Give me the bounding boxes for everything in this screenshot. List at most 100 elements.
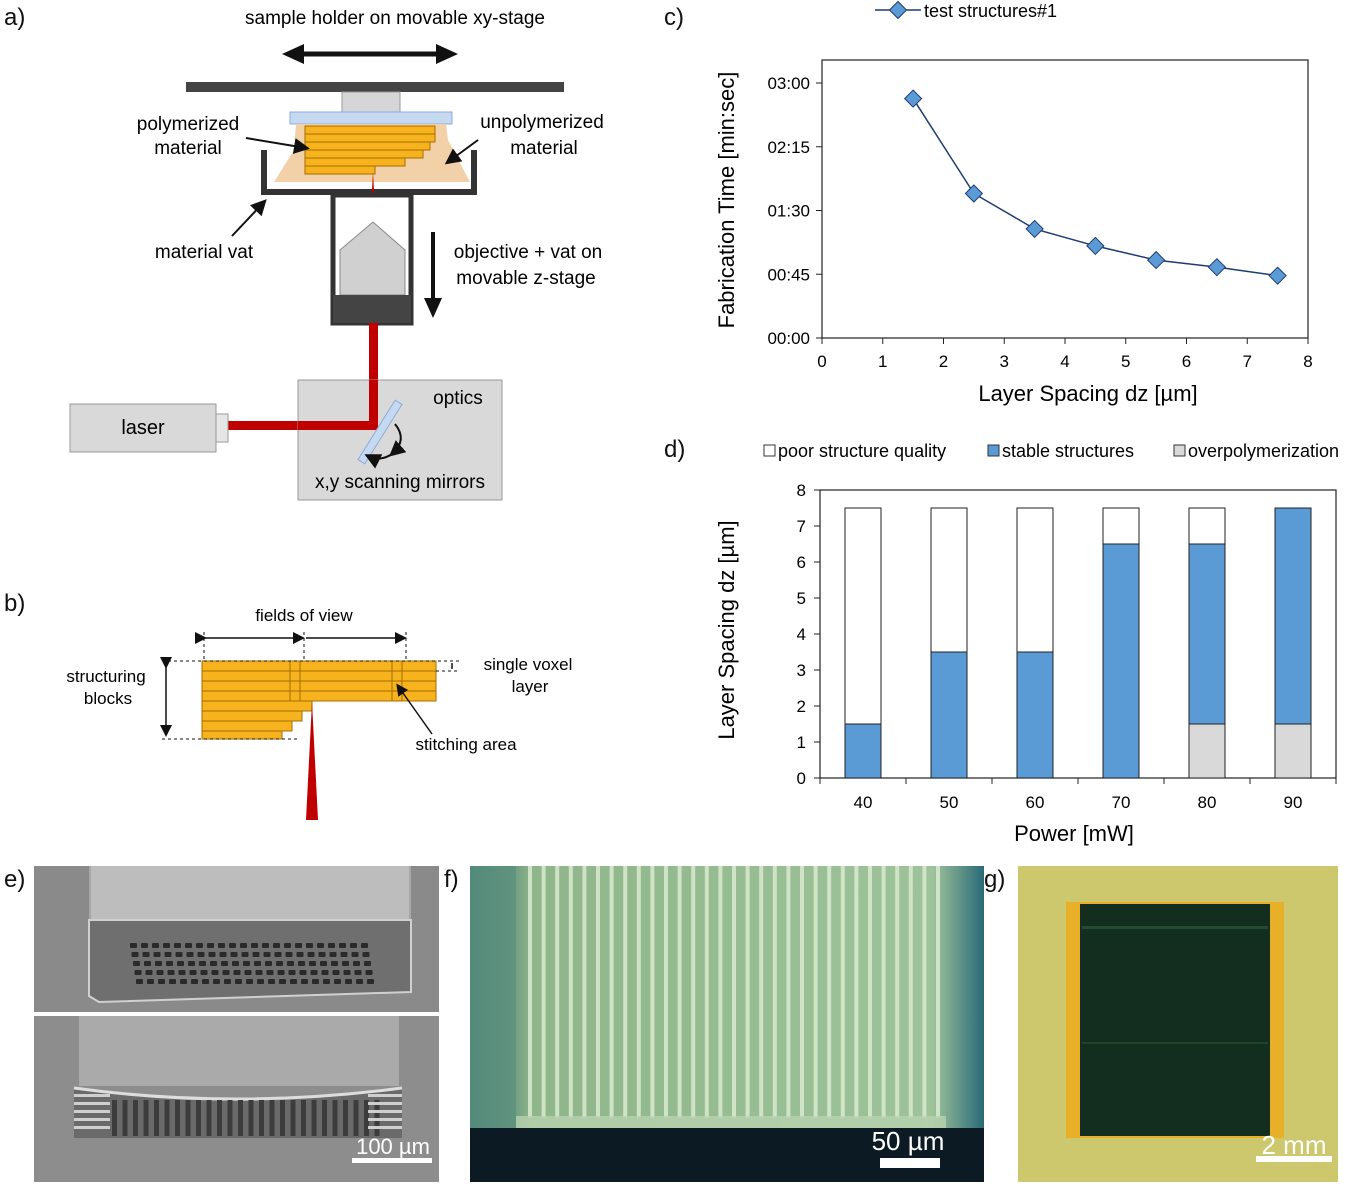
chart-d-ytick-label: 4 xyxy=(797,625,806,644)
chart-c-point xyxy=(1207,257,1227,277)
chart-c-point xyxy=(964,184,984,203)
voxel-label-1: single voxel xyxy=(484,655,573,674)
chart-d-xtick-label: 50 xyxy=(940,793,959,812)
panel-d-label: d) xyxy=(664,436,686,463)
chart-c-xtick-label: 7 xyxy=(1243,352,1252,371)
chart-d-legend: poor structure quality stable structures… xyxy=(763,441,1339,461)
scanning-mirror xyxy=(357,399,403,465)
chart-d-bar-segment xyxy=(844,507,882,725)
chart-d-bar-segment xyxy=(1016,651,1054,779)
unpolymerized-label-2: material xyxy=(510,138,578,159)
panel-f-label: f) xyxy=(444,866,459,893)
voxel-label-2: layer xyxy=(512,677,549,696)
chart-c-xtick-label: 1 xyxy=(878,352,887,371)
micrograph-scalebar-label: 50 µm xyxy=(872,1126,945,1156)
chart-d-bar-segment xyxy=(1274,507,1312,725)
chart-c-xlabel: Layer Spacing dz [µm] xyxy=(978,381,1197,406)
chart-d-bar-segment xyxy=(1188,723,1226,779)
vat-label: material vat xyxy=(155,242,254,263)
mirrors-label: x,y scanning mirrors xyxy=(315,472,485,493)
chart-c-legend: test structures#1 xyxy=(875,0,1057,21)
chart-c-ytick-label: 00:45 xyxy=(767,265,810,284)
optics-label: optics xyxy=(433,388,483,409)
chart-d-bar-segment xyxy=(1102,543,1140,779)
chart-c-point xyxy=(1086,236,1105,256)
unpolymerized-label-1: unpolymerized xyxy=(480,112,604,133)
chart-d-bar-segment xyxy=(1016,507,1054,653)
photo-scalebar-label: 2 mm xyxy=(1262,1130,1327,1160)
power-spacing-chart: poor structure quality stable structures… xyxy=(714,441,1339,846)
chart-d-bar-segment xyxy=(844,723,882,779)
chart-c-xtick-label: 5 xyxy=(1121,352,1130,371)
chart-d-bar-segment xyxy=(930,651,968,779)
chart-c-ytick-label: 01:30 xyxy=(767,202,810,221)
chart-d-ytick-label: 1 xyxy=(797,733,806,752)
material-vat xyxy=(261,150,477,195)
chart-d-ytick-label: 7 xyxy=(797,517,806,536)
chart-c-ytick-label: 02:15 xyxy=(767,138,810,157)
chart-d-bar-segment xyxy=(1274,723,1312,779)
chart-d-ytick-label: 3 xyxy=(797,661,806,680)
chart-c-ytick-label: 03:00 xyxy=(767,74,810,93)
polymerized-label-2: material xyxy=(154,138,222,159)
objective-label-1: objective + vat on xyxy=(454,242,602,263)
chart-d-ytick-label: 8 xyxy=(797,481,806,500)
chart-d-ytick-label: 5 xyxy=(797,589,806,608)
sem-images: 100 µm xyxy=(34,866,439,1182)
chart-d-plot-area xyxy=(819,489,1337,779)
chart-c-point xyxy=(1268,266,1287,285)
panel-a-label: a) xyxy=(4,4,26,31)
chart-c-plot-area xyxy=(821,59,1309,339)
chart-d-legend-poor: poor structure quality xyxy=(778,441,946,461)
chart-d-bar-segment xyxy=(930,507,968,653)
chart-c-point xyxy=(903,89,923,108)
sem-scalebar-label: 100 µm xyxy=(356,1134,430,1159)
fov-label: fields of view xyxy=(255,606,353,625)
sample-photo: 2 mm xyxy=(1018,866,1338,1182)
chart-d-xtick-label: 70 xyxy=(1112,793,1131,812)
chart-d-ytick-label: 6 xyxy=(797,553,806,572)
chart-c-xtick-label: 6 xyxy=(1182,352,1191,371)
chart-c-xtick-label: 3 xyxy=(1000,352,1009,371)
sample-film xyxy=(1080,904,1270,1136)
stitch-label: stitching area xyxy=(415,735,517,754)
objective-label-2: movable z-stage xyxy=(456,268,595,289)
stage-label: sample holder on movable xy-stage xyxy=(245,8,545,29)
panel-e-label: e) xyxy=(4,866,26,893)
optics-box xyxy=(297,379,503,501)
optical-micrograph: 50 µm xyxy=(470,866,984,1182)
chart-c-xtick-label: 8 xyxy=(1303,352,1312,371)
chart-c-ytick-label: 00:00 xyxy=(767,329,810,348)
chart-d-xtick-label: 40 xyxy=(854,793,873,812)
chart-c-xtick-label: 4 xyxy=(1060,352,1069,371)
setup-schematic: sample holder on movable xy-stage optics… xyxy=(69,8,604,501)
chart-c-point xyxy=(1025,219,1044,239)
z-arrow xyxy=(424,298,442,318)
chart-c-legend-label: test structures#1 xyxy=(924,1,1057,21)
panel-b-label: b) xyxy=(4,590,26,617)
panel-g-label: g) xyxy=(984,866,1006,893)
chart-d-xtick-label: 60 xyxy=(1026,793,1045,812)
chart-d-xtick-label: 90 xyxy=(1284,793,1303,812)
polymerized-label-1: polymerized xyxy=(137,114,239,135)
stage-plate xyxy=(186,82,564,92)
blocks-label-2: blocks xyxy=(84,689,132,708)
chart-d-bar-segment xyxy=(1188,507,1226,545)
panel-c-label: c) xyxy=(664,4,684,31)
stitching-schematic: fields of view structuring blocks single… xyxy=(66,606,573,820)
laser-label: laser xyxy=(121,417,165,439)
chart-d-legend-stable: stable structures xyxy=(1002,441,1134,461)
structure-blocks xyxy=(201,660,437,740)
chart-c-ylabel: Fabrication Time [min:sec] xyxy=(714,72,739,329)
polymerized-blocks xyxy=(304,125,436,175)
chart-d-ytick-label: 2 xyxy=(797,697,806,716)
chart-d-ytick-label: 0 xyxy=(797,769,806,788)
chart-d-xlabel: Power [mW] xyxy=(1014,821,1134,846)
chart-c-xtick-label: 0 xyxy=(817,352,826,371)
chart-c-point xyxy=(1146,250,1166,270)
beam xyxy=(306,702,318,820)
chart-d-ylabel: Layer Spacing dz [µm] xyxy=(714,520,739,739)
blocks-label-1: structuring xyxy=(66,667,145,686)
chart-d-bar-segment xyxy=(1188,543,1226,725)
chart-d-xtick-label: 80 xyxy=(1198,793,1217,812)
